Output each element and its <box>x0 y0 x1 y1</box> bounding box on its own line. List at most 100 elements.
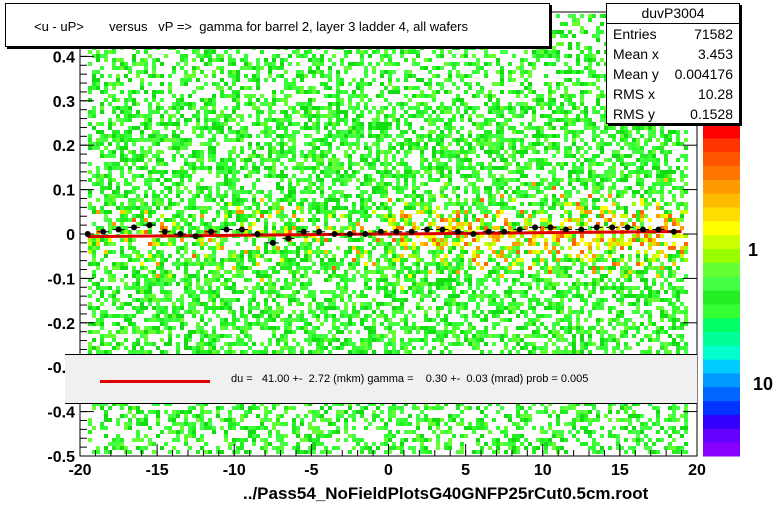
heatmap-cell <box>164 194 168 198</box>
heatmap-cell <box>216 130 220 134</box>
heatmap-cell <box>240 426 244 430</box>
heatmap-cell <box>360 134 364 138</box>
heatmap-cell <box>372 234 376 238</box>
heatmap-cell <box>428 58 432 62</box>
heatmap-cell <box>132 298 136 302</box>
heatmap-cell <box>164 442 168 446</box>
heatmap-cell <box>292 214 296 218</box>
heatmap-cell <box>356 62 360 66</box>
heatmap-cell <box>204 262 208 266</box>
heatmap-cell <box>236 446 240 450</box>
heatmap-cell <box>200 190 204 194</box>
heatmap-cell <box>176 282 180 286</box>
heatmap-cell <box>108 286 112 290</box>
heatmap-cell <box>408 46 412 50</box>
heatmap-cell <box>160 278 164 282</box>
heatmap-cell <box>248 222 252 226</box>
heatmap-cell <box>316 346 320 350</box>
heatmap-cell <box>244 342 248 346</box>
heatmap-cell <box>348 82 352 86</box>
heatmap-cell <box>440 146 444 150</box>
heatmap-cell <box>260 426 264 430</box>
heatmap-cell <box>104 202 108 206</box>
heatmap-cell <box>368 62 372 66</box>
heatmap-cell <box>396 198 400 202</box>
heatmap-cell <box>232 350 236 354</box>
heatmap-cell <box>176 266 180 270</box>
heatmap-cell <box>244 330 248 334</box>
heatmap-cell <box>376 286 380 290</box>
heatmap-cell <box>324 150 328 154</box>
heatmap-cell <box>316 318 320 322</box>
heatmap-cell <box>244 174 248 178</box>
heatmap-cell <box>436 306 440 310</box>
heatmap-cell <box>400 46 404 50</box>
heatmap-cell <box>264 410 268 414</box>
heatmap-cell <box>116 342 120 346</box>
heatmap-cell <box>240 338 244 342</box>
heatmap-cell <box>204 330 208 334</box>
heatmap-cell <box>400 106 404 110</box>
heatmap-cell <box>152 130 156 134</box>
heatmap-cell <box>192 70 196 74</box>
heatmap-cell <box>324 346 328 350</box>
heatmap-cell <box>192 46 196 50</box>
heatmap-cell <box>92 270 96 274</box>
heatmap-cell <box>180 410 184 414</box>
heatmap-cell <box>156 74 160 78</box>
heatmap-cell <box>340 62 344 66</box>
heatmap-cell <box>292 290 296 294</box>
heatmap-cell <box>416 94 420 98</box>
heatmap-cell <box>352 222 356 226</box>
heatmap-cell <box>176 350 180 354</box>
heatmap-cell <box>380 310 384 314</box>
heatmap-cell <box>384 166 388 170</box>
heatmap-cell <box>428 330 432 334</box>
heatmap-cell <box>360 274 364 278</box>
heatmap-cell <box>284 250 288 254</box>
heatmap-cell <box>296 250 300 254</box>
heatmap-cell <box>124 130 128 134</box>
heatmap-cell <box>332 326 336 330</box>
heatmap-cell <box>376 158 380 162</box>
heatmap-cell <box>284 266 288 270</box>
heatmap-cell <box>92 402 96 406</box>
heatmap-cell <box>88 286 92 290</box>
heatmap-cell <box>212 126 216 130</box>
heatmap-cell <box>440 46 444 50</box>
heatmap-cell <box>108 166 112 170</box>
heatmap-cell <box>224 318 228 322</box>
heatmap-cell <box>260 438 264 442</box>
heatmap-cell <box>208 258 212 262</box>
heatmap-cell <box>432 198 436 202</box>
heatmap-cell <box>296 70 300 74</box>
heatmap-cell <box>272 162 276 166</box>
heatmap-cell <box>416 434 420 438</box>
heatmap-cell <box>324 206 328 210</box>
heatmap-cell <box>184 218 188 222</box>
heatmap-cell <box>208 422 212 426</box>
heatmap-cell <box>164 326 168 330</box>
heatmap-cell <box>276 342 280 346</box>
heatmap-cell <box>168 402 172 406</box>
heatmap-cell <box>200 414 204 418</box>
heatmap-cell <box>280 206 284 210</box>
heatmap-cell <box>444 422 448 426</box>
heatmap-cell <box>196 118 200 122</box>
heatmap-cell <box>124 282 128 286</box>
heatmap-cell <box>440 282 444 286</box>
heatmap-cell <box>272 98 276 102</box>
heatmap-cell <box>312 426 316 430</box>
heatmap-cell <box>292 142 296 146</box>
heatmap-cell <box>312 314 316 318</box>
heatmap-cell <box>196 126 200 130</box>
heatmap-cell <box>220 194 224 198</box>
heatmap-cell <box>260 94 264 98</box>
heatmap-cell <box>168 318 172 322</box>
heatmap-cell <box>320 74 324 78</box>
heatmap-cell <box>356 294 360 298</box>
heatmap-cell <box>124 106 128 110</box>
heatmap-cell <box>92 82 96 86</box>
heatmap-cell <box>88 330 92 334</box>
heatmap-cell <box>280 110 284 114</box>
